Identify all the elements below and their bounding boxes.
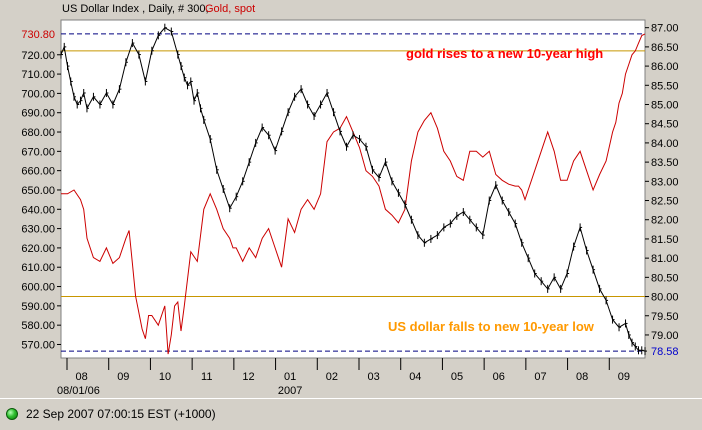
legend-usd-label: US Dollar Index , Daily, # 300,	[62, 3, 209, 15]
x-axis-tick-label: 08	[75, 371, 87, 383]
left-axis-tick-label: 690.00	[21, 108, 55, 120]
right-axis-tick-label: 83.00	[651, 176, 679, 188]
right-axis-tick-label: 79.50	[651, 311, 679, 323]
left-axis-highlight-label: 730.80	[21, 29, 55, 41]
right-axis-tick-label: 85.50	[651, 80, 679, 92]
legend-gold-label: Gold, spot	[205, 3, 255, 15]
right-axis-tick-label: 81.00	[651, 253, 679, 265]
x-axis-year-label: 2007	[278, 385, 302, 397]
x-axis-tick-label: 04	[409, 371, 421, 383]
right-axis-tick-label: 81.50	[651, 234, 679, 246]
right-axis-tick-label: 85.00	[651, 100, 679, 112]
series-layer	[60, 23, 647, 356]
left-axis-tick-label: 680.00	[21, 127, 55, 139]
right-axis-tick-label: 80.00	[651, 292, 679, 304]
left-axis-tick-label: 670.00	[21, 146, 55, 158]
left-axis-tick-label: 700.00	[21, 88, 55, 100]
right-axis-tick-label: 84.50	[651, 119, 679, 131]
plot-area[interactable]	[60, 19, 646, 359]
left-axis: 570.00 580.00 590.00 600.00 610.00 620.00 630.…	[21, 29, 61, 351]
right-axis-tick-label: 86.50	[651, 42, 679, 54]
right-axis-tick-label: 79.00	[651, 330, 679, 342]
right-axis-highlight-label: 78.58	[651, 346, 679, 358]
x-axis-tick-label: 07	[534, 371, 546, 383]
x-axis-tick-label: 12	[242, 371, 254, 383]
x-axis-tick-label: 09	[117, 371, 129, 383]
left-axis-tick-label: 590.00	[21, 301, 55, 313]
left-axis-tick-label: 710.00	[21, 69, 55, 81]
left-axis-tick-label: 620.00	[21, 243, 55, 255]
left-axis-tick-label: 570.00	[21, 339, 55, 351]
x-axis-tick-label: 01	[284, 371, 296, 383]
left-axis-tick-label: 580.00	[21, 320, 55, 332]
right-axis-tick-label: 83.50	[651, 157, 679, 169]
x-axis-tick-label: 02	[326, 371, 338, 383]
left-axis-tick-label: 720.00	[21, 50, 55, 62]
left-axis-tick-label: 660.00	[21, 166, 55, 178]
right-axis: 79.00 79.50 80.00 80.50 81.00 81.50 82.00 82.50…	[645, 23, 679, 358]
gold-series-line	[61, 33, 646, 355]
x-axis: 08 09 10 11 12 01 02 03 04 05 06 07 08 09 08/01/06 2007	[57, 358, 630, 397]
right-axis-tick-label: 86.00	[651, 61, 679, 73]
x-axis-tick-label: 10	[159, 371, 171, 383]
status-bar: 22 Sep 2007 07:00:15 EST (+1000)	[0, 398, 702, 430]
status-timestamp: 22 Sep 2007 07:00:15 EST (+1000)	[26, 407, 216, 421]
left-axis-tick-label: 600.00	[21, 282, 55, 294]
connection-status-icon	[6, 408, 18, 420]
right-axis-tick-label: 87.00	[651, 23, 679, 35]
x-axis-tick-label: 08	[576, 371, 588, 383]
chart-legend: US Dollar Index , Daily, # 300, Gold, sp…	[62, 3, 255, 15]
right-axis-tick-label: 82.50	[651, 196, 679, 208]
x-axis-tick-label: 05	[451, 371, 463, 383]
usd-series-line	[60, 27, 646, 352]
left-axis-tick-label: 610.00	[21, 262, 55, 274]
x-axis-tick-label: 09	[618, 371, 630, 383]
x-axis-tick-label: 03	[367, 371, 379, 383]
x-axis-start-date-label: 08/01/06	[57, 385, 100, 397]
right-axis-tick-label: 82.00	[651, 215, 679, 227]
left-axis-tick-label: 650.00	[21, 185, 55, 197]
left-axis-tick-label: 640.00	[21, 204, 55, 216]
right-axis-tick-label: 84.00	[651, 138, 679, 150]
left-axis-tick-label: 630.00	[21, 224, 55, 236]
price-chart: 570.00 580.00 590.00 600.00 610.00 620.00 630.…	[21, 3, 679, 397]
right-axis-tick-label: 80.50	[651, 272, 679, 284]
usd-annotation: US dollar falls to new 10-year low	[388, 319, 595, 334]
x-axis-tick-label: 11	[201, 371, 212, 383]
x-axis-tick-label: 06	[493, 371, 505, 383]
gold-annotation: gold rises to a new 10-year high	[406, 46, 603, 61]
